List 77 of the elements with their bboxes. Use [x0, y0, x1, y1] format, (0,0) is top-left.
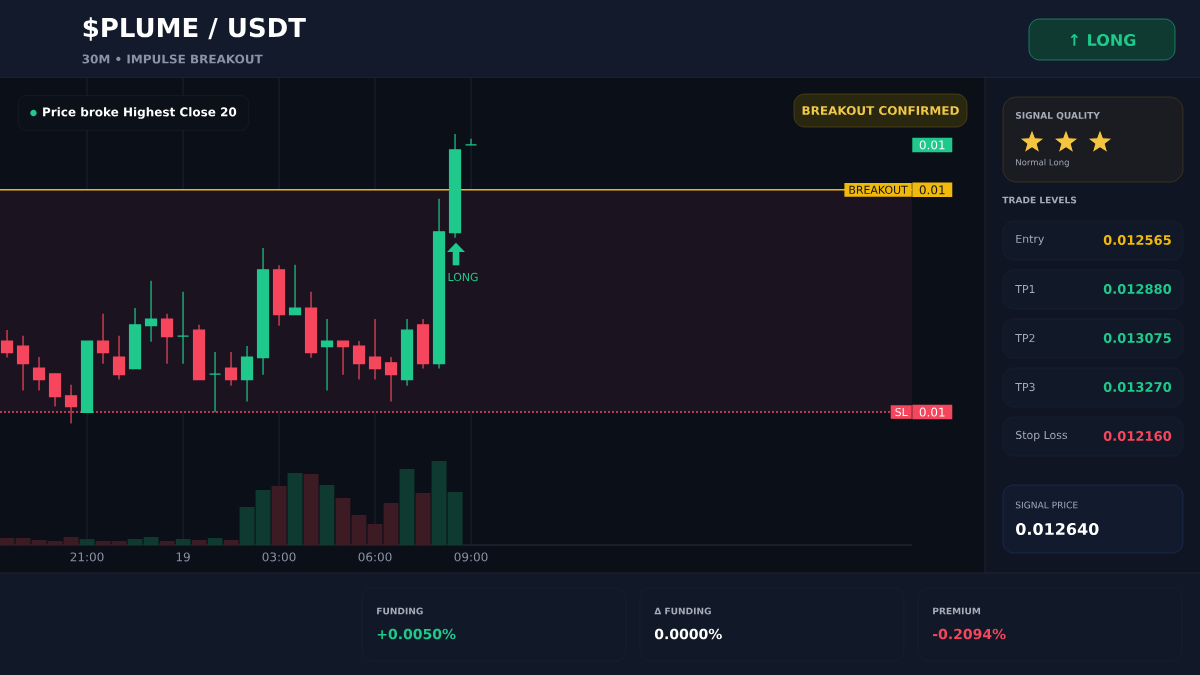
text: 0.013075	[1103, 333, 1171, 343]
candlestick	[320, 318, 334, 392]
text: 0.0000%	[654, 628, 722, 640]
text: Normal Long	[1016, 158, 1069, 168]
candlestick	[48, 373, 62, 408]
candlestick	[288, 264, 302, 316]
bar	[351, 515, 367, 546]
text: Stop Loss	[1015, 430, 1068, 442]
candlestick	[384, 356, 398, 403]
text: 0.01	[919, 140, 945, 150]
bar	[63, 537, 79, 546]
chart-title: $PLUME / USDT	[83, 17, 306, 41]
bar	[223, 539, 239, 546]
bar	[335, 497, 351, 546]
text: TRADE LEVELS	[1002, 196, 1077, 204]
bar	[47, 540, 63, 546]
bar	[175, 539, 191, 546]
bar	[287, 473, 303, 546]
text: BREAKOUT CONFIRMED	[802, 105, 959, 116]
annotation: LONG	[448, 272, 478, 282]
text: 0.01	[919, 407, 945, 417]
text: TP2	[1015, 333, 1035, 343]
candlestick	[240, 345, 254, 403]
text: 0.013270	[1103, 382, 1172, 392]
text: -0.2094%	[933, 628, 1006, 640]
text: Entry	[1016, 234, 1045, 246]
ref-line-label: BREAKOUT	[849, 185, 908, 194]
text: 0.012160	[1103, 431, 1172, 441]
text: SIGNAL QUALITY	[1015, 111, 1100, 121]
text: ↑ LONG	[1070, 33, 1136, 47]
x-tick-label: 06:00	[358, 552, 392, 562]
candlestick	[336, 340, 350, 376]
bar	[415, 493, 431, 546]
text: 0.012565	[1103, 235, 1171, 245]
text: +0.0050%	[377, 628, 456, 640]
bar	[319, 485, 335, 546]
bar	[15, 538, 31, 546]
bar	[159, 540, 175, 546]
candlestick	[0, 329, 14, 359]
text: TP3	[1015, 382, 1035, 392]
candlestick	[368, 318, 382, 381]
bar	[207, 538, 223, 546]
bar	[0, 538, 15, 546]
ref-line-label: SL	[895, 407, 908, 417]
candlestick	[464, 138, 478, 146]
candlestick	[96, 313, 110, 365]
candlestick	[32, 356, 46, 392]
bar	[383, 503, 399, 546]
x-tick-label: 03:00	[262, 552, 296, 562]
x-tick-label: 19	[176, 552, 190, 562]
text: SIGNAL PRICE	[1015, 501, 1078, 509]
text: Δ FUNDING	[654, 607, 711, 615]
candlestick	[224, 351, 238, 387]
text: PREMIUM	[933, 607, 981, 615]
text: FUNDING	[377, 607, 423, 615]
candlestick	[144, 280, 158, 343]
text: TP1	[1015, 285, 1035, 293]
chart-subtitle: 30M • IMPULSE BREAKOUT	[82, 54, 263, 64]
candlestick	[16, 335, 30, 392]
text: Price broke Highest Close 20	[43, 107, 237, 119]
text: 0.012640	[1016, 522, 1099, 536]
x-tick-label: 09:00	[454, 552, 488, 562]
bar	[303, 474, 319, 546]
bar	[399, 468, 415, 546]
candlestick	[352, 340, 366, 381]
bar	[271, 486, 287, 546]
candlestick	[176, 291, 190, 365]
x-tick-label: 21:00	[70, 552, 104, 562]
bar	[79, 539, 95, 546]
bar	[191, 539, 207, 546]
bar	[367, 524, 383, 546]
bar	[31, 539, 47, 546]
candlestick	[208, 351, 222, 413]
text: 0.012880	[1103, 284, 1172, 294]
candlestick	[160, 313, 174, 365]
text: 0.01	[919, 185, 945, 195]
candlestick	[112, 335, 126, 381]
